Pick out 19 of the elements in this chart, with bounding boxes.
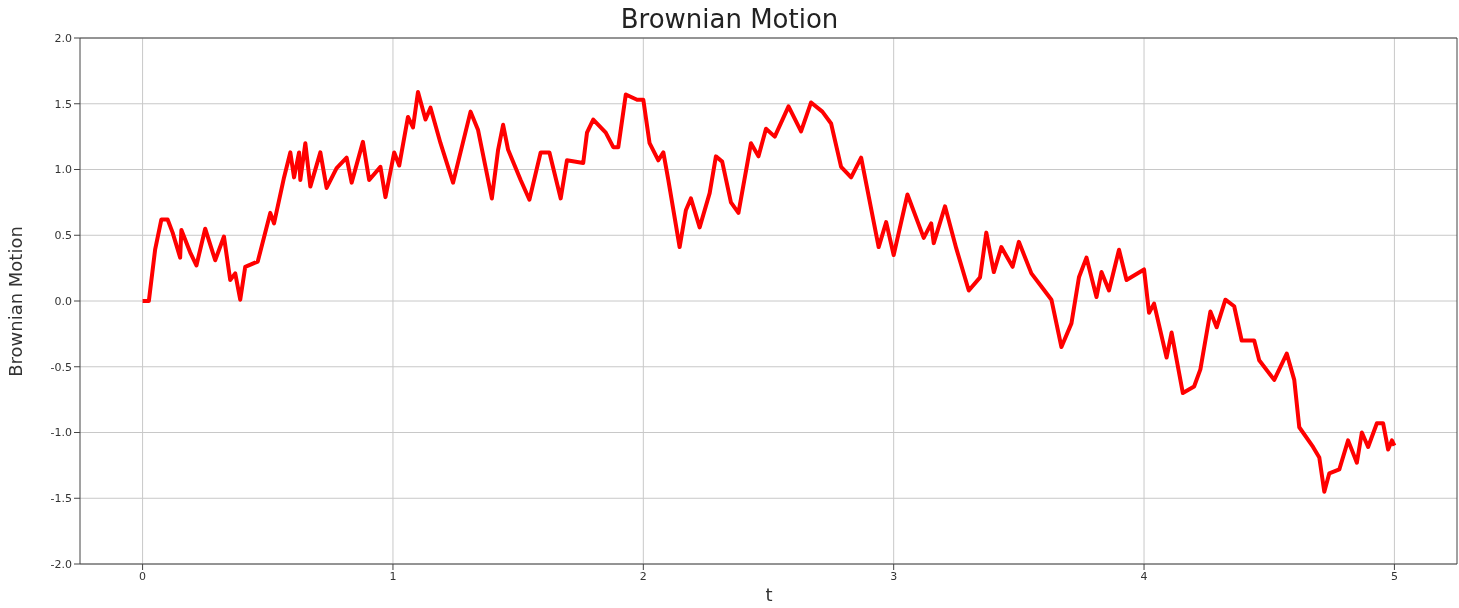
y-tick-label: -1.0: [50, 426, 72, 440]
x-tick-label: 0: [139, 569, 147, 583]
y-axis-title: Brownian Motion: [4, 225, 26, 377]
x-tick-label: 1: [389, 569, 397, 583]
y-tick-label: 0.5: [54, 229, 72, 243]
y-tick-label: 1.5: [54, 97, 72, 111]
y-tick-label: -2.0: [50, 557, 72, 571]
x-tick-label: 4: [1140, 569, 1148, 583]
y-tick-label: -0.5: [50, 360, 72, 374]
x-tick-label: 2: [639, 569, 647, 583]
x-tick-label: 5: [1390, 569, 1398, 583]
line-series: [140, 89, 1397, 494]
y-tick-label: -1.5: [50, 492, 72, 506]
x-tick-label: 3: [890, 569, 898, 583]
chart-title: Brownian Motion: [620, 4, 839, 34]
x-axis-title: t: [764, 584, 774, 605]
y-tick-label: 0.0: [54, 294, 72, 308]
y-tick-label: 2.0: [54, 31, 72, 45]
y-tick-label: 1.0: [54, 163, 72, 177]
